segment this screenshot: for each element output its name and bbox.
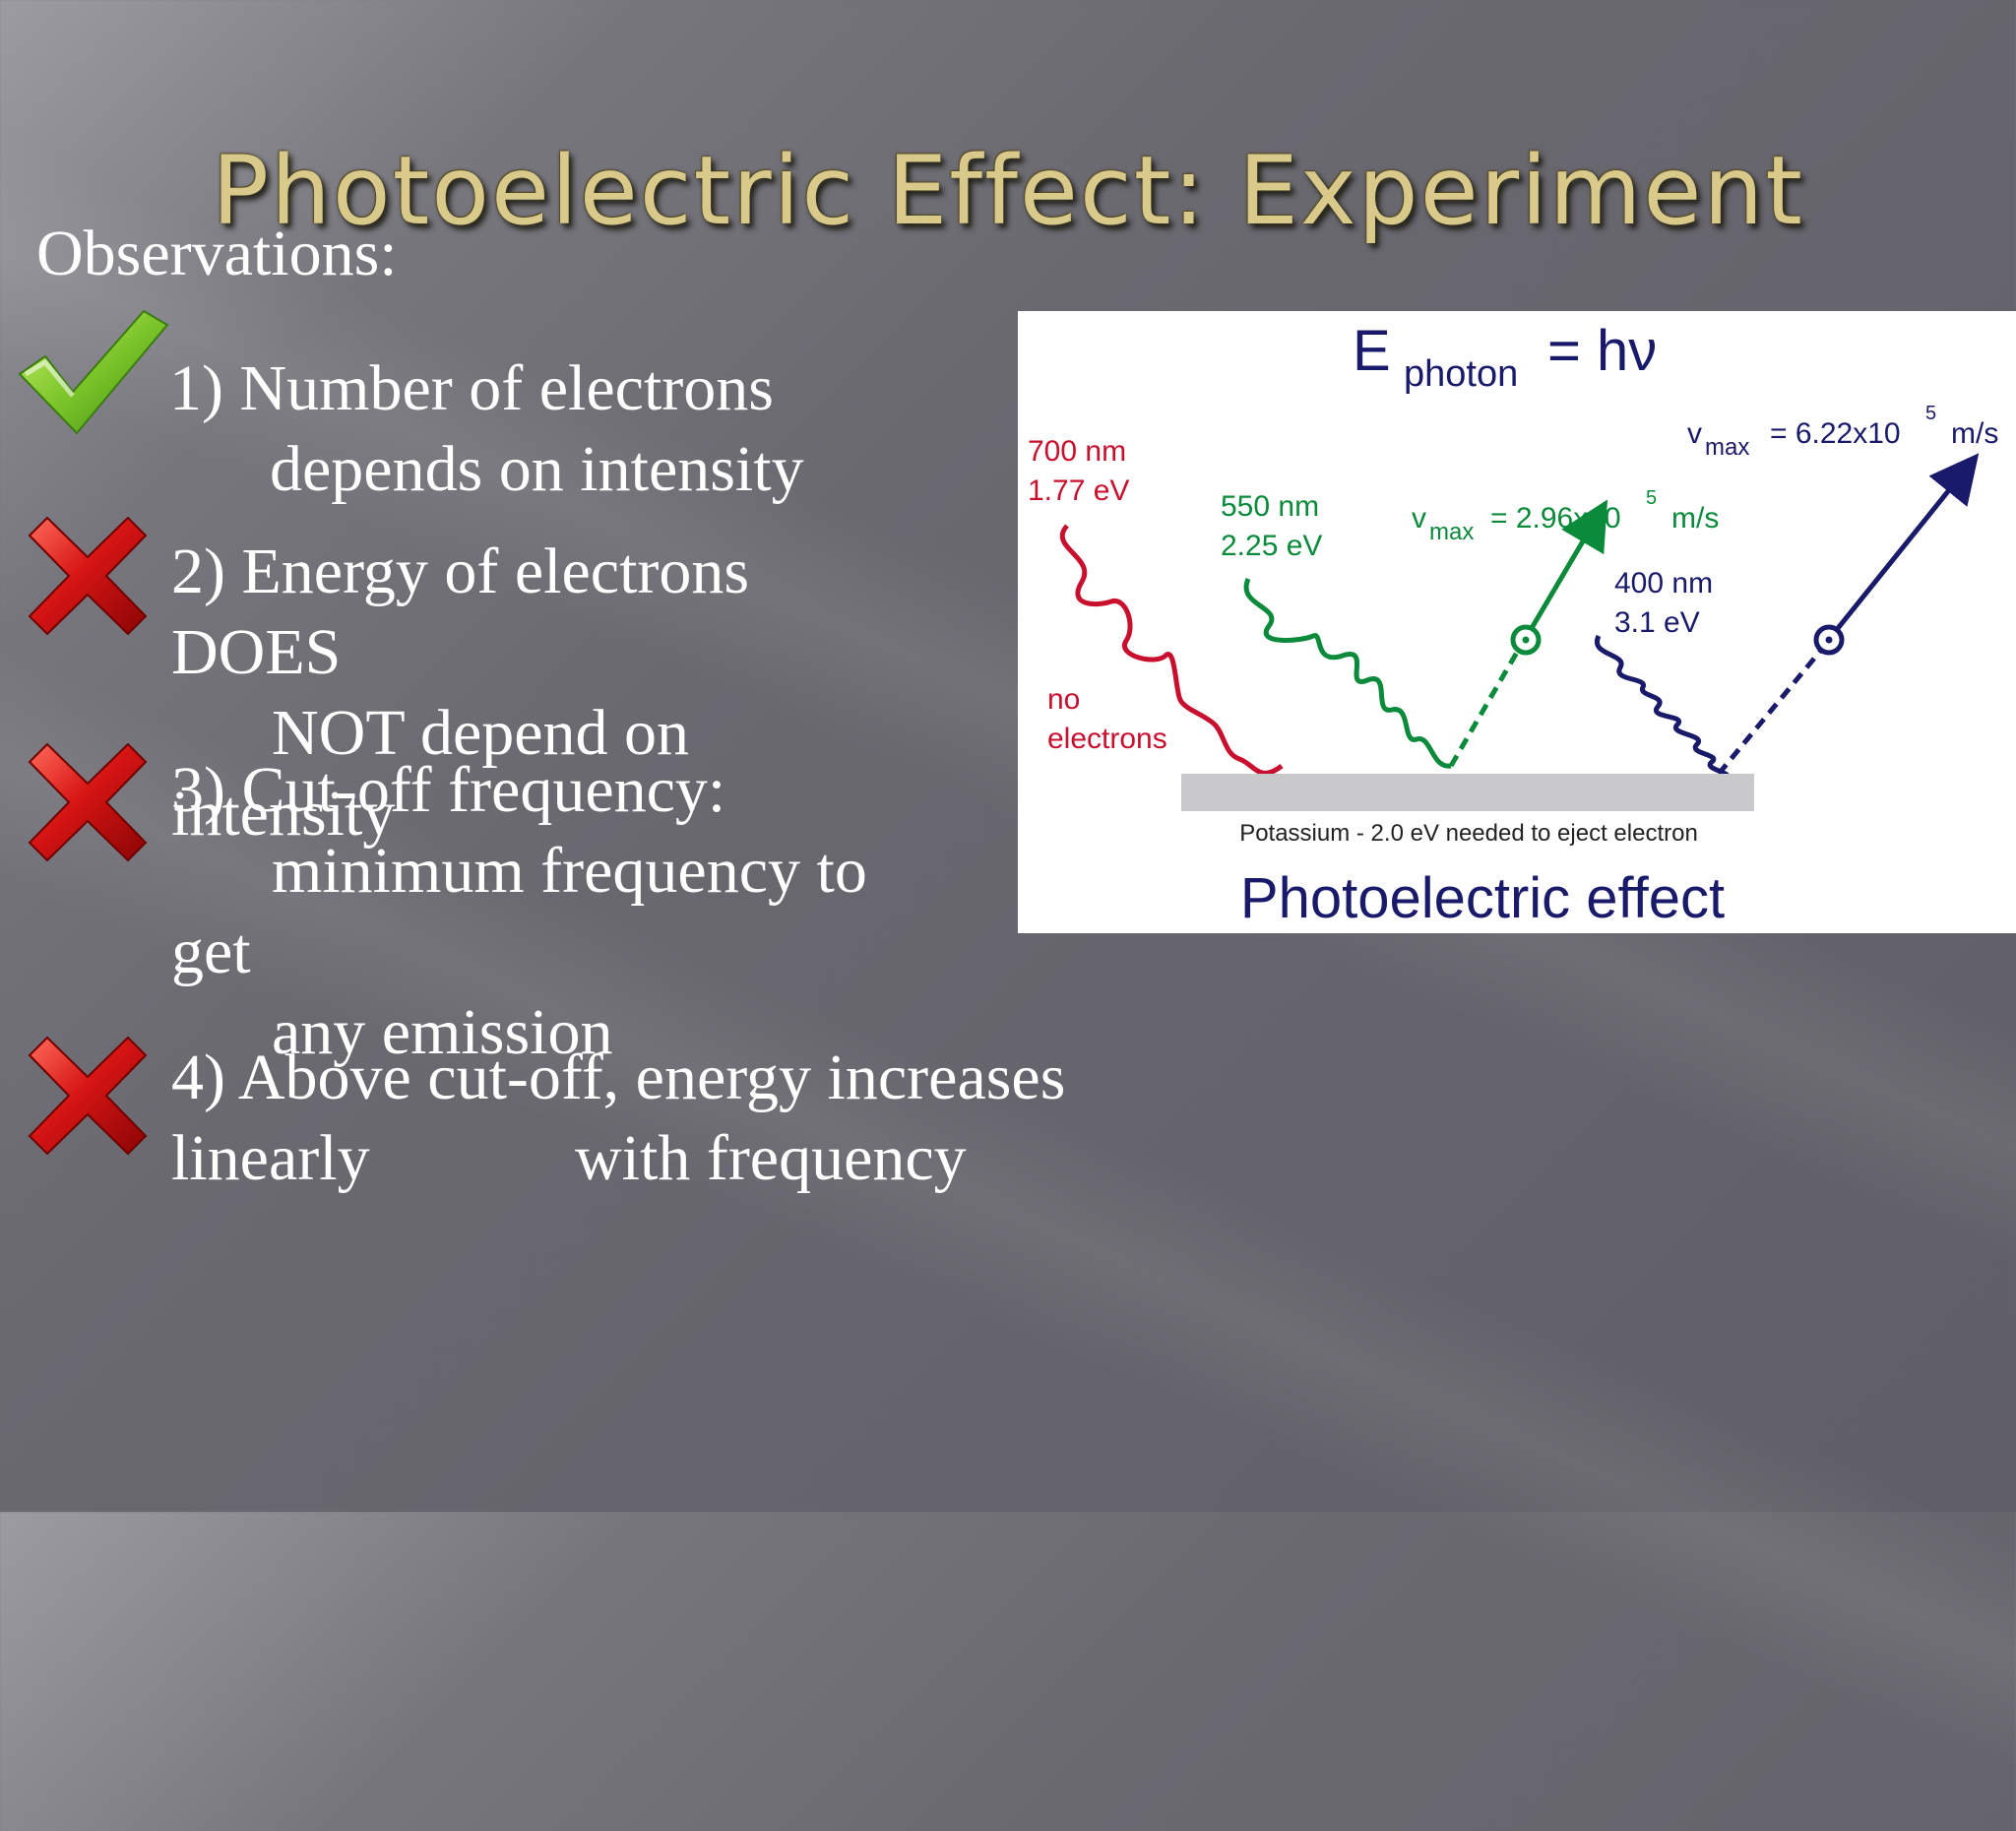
observation-4-line-1: 4) Above cut-off, energy increases <box>171 1042 1066 1113</box>
violet-electron-path <box>1717 646 1825 776</box>
red-result-line-1: no <box>1047 683 1080 716</box>
red-result-line-2: electrons <box>1047 723 1167 755</box>
diagram-caption: Photoelectric effect <box>1240 866 1725 930</box>
observation-2-line-2: DOES <box>171 616 342 688</box>
diagram-canvas: E photon = hν 700 nm 1.77 eV no electron… <box>1028 319 1998 930</box>
observation-2-line-3: NOT depend on <box>272 697 690 769</box>
violet-v-subscript: max <box>1705 434 1749 461</box>
green-electron-path <box>1448 642 1525 768</box>
slide-title: Photoelectric Effect: Experiment <box>212 136 1804 246</box>
observation-1-line-1: 1) Number of electrons <box>169 352 774 424</box>
green-wavelength-label: 550 nm <box>1221 490 1319 523</box>
green-v-subscript: max <box>1429 519 1474 545</box>
violet-wavelength-label: 400 nm <box>1614 567 1713 600</box>
potassium-plate <box>1181 774 1754 811</box>
cross-icon <box>28 1036 148 1156</box>
equation-subscript: photon <box>1404 353 1518 395</box>
observations-heading: Observations: <box>36 218 398 289</box>
equation-symbol: E <box>1353 319 1391 383</box>
observation-3-line-3: get <box>171 916 251 987</box>
photoelectric-diagram: E photon = hν 700 nm 1.77 eV no electron… <box>1018 311 2016 933</box>
violet-wave <box>1594 634 1731 781</box>
green-v-unit: m/s <box>1671 502 1719 535</box>
green-v-symbol: v <box>1412 502 1426 535</box>
violet-v-exponent: 5 <box>1925 403 1936 424</box>
red-wavelength-label: 700 nm <box>1028 435 1126 468</box>
plate-caption: Potassium - 2.0 eV needed to eject elect… <box>1239 820 1698 847</box>
observation-3-line-1: 3) Cut-off frequency: <box>171 754 726 826</box>
observation-2-line-4: intensity <box>171 778 396 850</box>
equation-rhs: = hν <box>1547 319 1657 383</box>
violet-velocity-arrow <box>1833 453 1980 634</box>
green-wave <box>1243 578 1452 769</box>
violet-v-symbol: v <box>1687 417 1702 450</box>
violet-v-value: = 6.22x10 <box>1770 417 1901 450</box>
red-energy-label: 1.77 eV <box>1028 474 1129 507</box>
green-velocity-arrow <box>1529 499 1608 630</box>
violet-energy-label: 3.1 eV <box>1614 606 1700 639</box>
check-icon <box>18 309 169 435</box>
observation-3-line-4: any emission <box>272 996 613 1068</box>
observation-1-line-2: depends on intensity <box>270 433 804 505</box>
observation-4-line-2b: with frequency <box>575 1122 967 1194</box>
green-energy-label: 2.25 eV <box>1221 530 1322 562</box>
cross-icon <box>28 516 148 636</box>
red-wave <box>1059 524 1284 776</box>
observation-3-line-2: minimum frequency to <box>272 835 867 907</box>
violet-v-unit: m/s <box>1951 417 1998 450</box>
cross-icon <box>28 742 148 862</box>
observation-2-line-1: 2) Energy of electrons <box>171 536 750 607</box>
observation-4-line-2a: linearly <box>171 1122 370 1194</box>
green-v-exponent: 5 <box>1646 487 1657 509</box>
green-v-value: = 2.96x10 <box>1490 502 1621 535</box>
